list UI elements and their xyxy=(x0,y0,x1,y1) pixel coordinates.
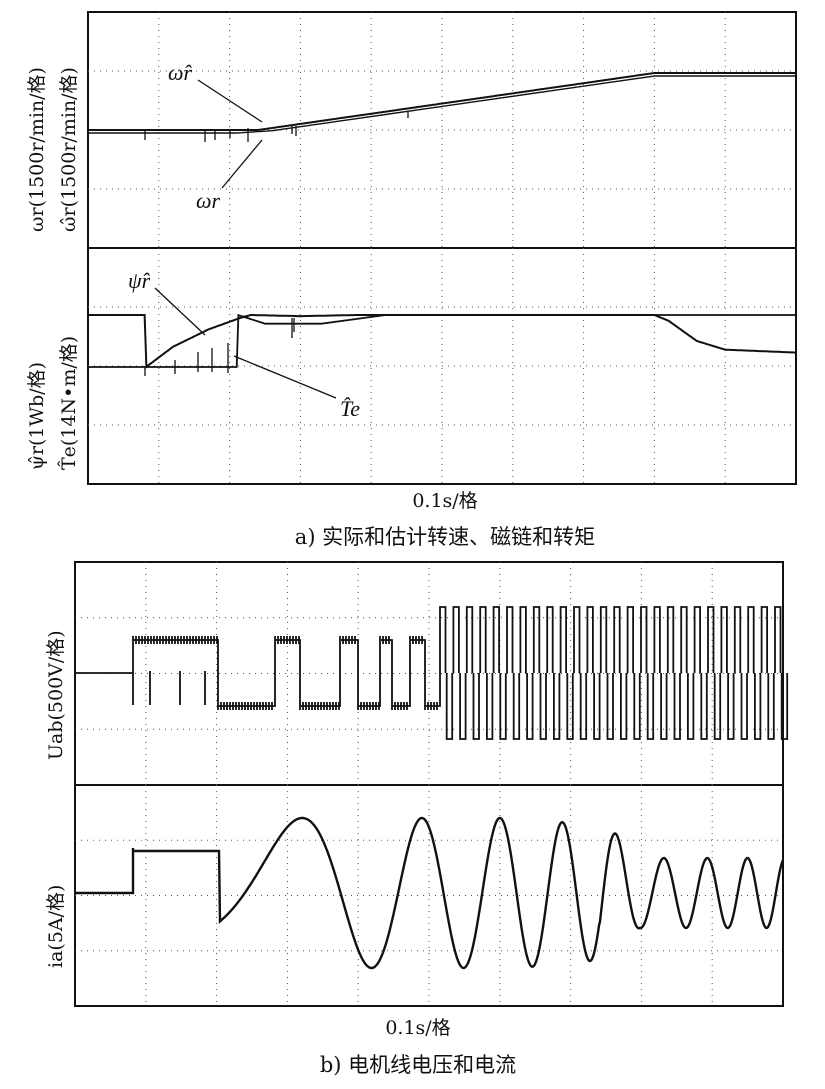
psi-ylabel: ψ̂r(1Wb/格) xyxy=(26,362,48,470)
omega-act-annotation: ωr xyxy=(196,188,221,213)
figure-b-grid xyxy=(75,562,783,1006)
figure-a-grid xyxy=(88,12,796,484)
uab-trace xyxy=(75,606,789,740)
omega-est-trace xyxy=(88,72,796,131)
te-trace xyxy=(88,313,796,368)
psi-trace xyxy=(88,314,797,369)
figure-a-caption: a) 实际和估计转速、磁链和转矩 xyxy=(295,525,595,549)
te-ylabel: T̂e(14N•m/格) xyxy=(58,336,80,470)
figure-a-noise-spikes xyxy=(144,112,409,376)
ia-trace xyxy=(75,816,785,970)
omega-act-trace xyxy=(88,75,796,134)
figure-b-caption: b) 电机线电压和电流 xyxy=(320,1053,516,1077)
omega-est-annotation: ω̂r xyxy=(168,60,193,85)
omega-act-leader xyxy=(221,139,263,189)
psi-annotation: ψ̂r xyxy=(128,268,151,293)
uab-ylabel: Uab(500V/格) xyxy=(45,630,67,760)
te-leader xyxy=(233,355,337,399)
psi-leader xyxy=(154,287,206,336)
omega-ylabel-1: ωr(1500r/min/格) xyxy=(26,67,48,232)
te-annotation: T̂e xyxy=(340,396,360,421)
ia-ylabel: ia(5A/格) xyxy=(45,885,67,968)
figure-a-xlabel: 0.1s/格 xyxy=(412,490,477,512)
omega-ylabel-2: ω̂r(1500r/min/格) xyxy=(58,67,80,232)
figure-b-xlabel: 0.1s/格 xyxy=(385,1017,450,1039)
omega-est-leader xyxy=(197,79,263,123)
